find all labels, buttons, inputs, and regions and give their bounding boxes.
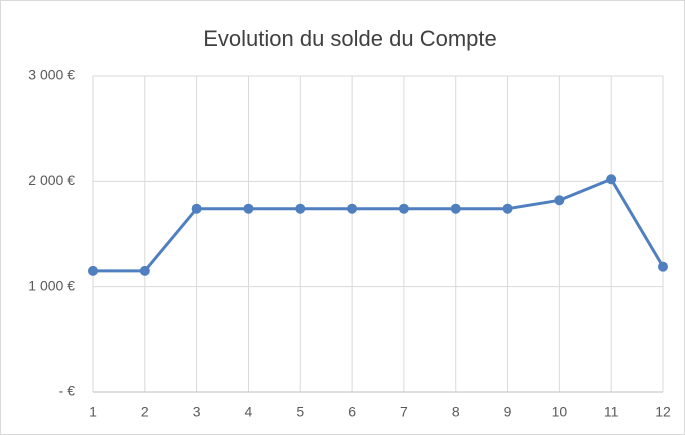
data-point <box>658 261 668 272</box>
x-tick-label: 10 <box>552 404 568 420</box>
x-tick-label: 8 <box>452 404 460 420</box>
data-point <box>88 265 98 276</box>
data-point <box>398 203 409 214</box>
data-point <box>450 203 461 214</box>
data-point <box>295 203 306 214</box>
x-tick-label: 9 <box>504 404 512 420</box>
data-point <box>502 203 513 214</box>
data-point <box>606 174 617 185</box>
data-point <box>347 203 358 214</box>
x-tick-label: 1 <box>89 404 97 420</box>
data-point <box>191 203 202 214</box>
x-tick-label: 5 <box>296 404 304 420</box>
x-tick-label: 12 <box>655 404 671 420</box>
x-tick-label: 6 <box>348 404 356 420</box>
chart-title: Evolution du solde du Compte <box>203 26 497 51</box>
y-tick-label: 1 000 € <box>28 277 75 293</box>
x-tick-label: 4 <box>245 404 253 420</box>
y-tick-label: - € <box>59 383 76 399</box>
data-point <box>243 203 254 214</box>
series-line <box>93 177 665 273</box>
x-tick-label: 3 <box>193 404 201 420</box>
x-tick-label: 11 <box>604 404 619 420</box>
data-point <box>554 195 565 206</box>
x-tick-label: 7 <box>400 404 408 420</box>
y-tick-label: 3 000 € <box>28 67 75 83</box>
x-tick-label: 2 <box>141 404 149 420</box>
data-point <box>139 265 150 276</box>
y-tick-label: 2 000 € <box>28 172 75 188</box>
